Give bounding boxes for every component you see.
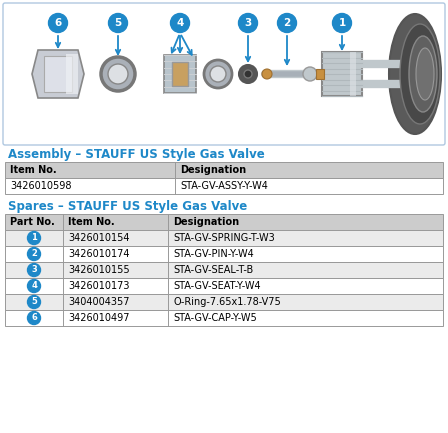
Text: Part No.: Part No.	[10, 217, 55, 227]
Text: STA-GV-PIN-Y-W4: STA-GV-PIN-Y-W4	[173, 249, 254, 259]
Bar	[5, 262, 443, 278]
Text: STA-GV-SEAT-Y-W4: STA-GV-SEAT-Y-W4	[173, 281, 261, 291]
Ellipse shape	[416, 48, 434, 100]
Bar	[5, 214, 443, 230]
Circle shape	[204, 60, 232, 88]
Circle shape	[108, 13, 128, 32]
Bar	[5, 278, 443, 294]
Text: 3: 3	[31, 265, 37, 275]
Circle shape	[27, 295, 40, 308]
Text: 3426010598: 3426010598	[10, 181, 72, 191]
Text: 5: 5	[31, 297, 37, 307]
Text: 3404004357: 3404004357	[68, 297, 129, 307]
Circle shape	[27, 264, 40, 277]
Polygon shape	[44, 56, 72, 92]
Text: 2: 2	[284, 18, 291, 28]
Circle shape	[27, 232, 40, 245]
Text: 3426010173: 3426010173	[68, 281, 129, 291]
Circle shape	[244, 70, 252, 78]
Circle shape	[48, 13, 68, 32]
Circle shape	[101, 57, 135, 91]
Circle shape	[277, 13, 297, 32]
FancyBboxPatch shape	[316, 69, 324, 79]
Text: 2: 2	[31, 249, 37, 259]
Circle shape	[108, 64, 128, 84]
Bar	[5, 310, 443, 326]
Text: 1: 1	[31, 233, 37, 242]
Polygon shape	[66, 54, 78, 94]
Text: 5: 5	[114, 18, 121, 28]
Bar	[5, 230, 443, 246]
FancyBboxPatch shape	[322, 52, 362, 96]
Bar	[5, 162, 443, 178]
Circle shape	[210, 66, 226, 82]
Text: 3426010154: 3426010154	[68, 233, 129, 243]
Text: Designation: Designation	[173, 217, 239, 227]
Text: 1: 1	[338, 18, 345, 28]
Text: 6: 6	[31, 313, 37, 323]
Circle shape	[332, 13, 352, 32]
Text: 6: 6	[54, 18, 62, 28]
Circle shape	[27, 311, 40, 324]
Text: 3426010497: 3426010497	[68, 313, 129, 323]
Text: 3426010174: 3426010174	[68, 249, 129, 259]
Text: Designation: Designation	[180, 165, 246, 175]
Text: STA-GV-SEAL-T-B: STA-GV-SEAL-T-B	[173, 265, 253, 275]
Ellipse shape	[409, 36, 437, 112]
Text: Item No.: Item No.	[68, 217, 115, 227]
Text: 3: 3	[244, 18, 252, 28]
Ellipse shape	[389, 14, 441, 134]
Circle shape	[27, 279, 40, 293]
Polygon shape	[32, 50, 84, 98]
Text: O-Ring-7.65x1.78-V75: O-Ring-7.65x1.78-V75	[173, 297, 281, 307]
FancyBboxPatch shape	[350, 52, 356, 96]
Text: Spares – STAUFF US Style Gas Valve: Spares – STAUFF US Style Gas Valve	[8, 200, 247, 213]
Ellipse shape	[400, 24, 440, 124]
FancyBboxPatch shape	[3, 3, 445, 145]
Text: 4: 4	[31, 281, 37, 291]
Text: Assembly – STAUFF US Style Gas Valve: Assembly – STAUFF US Style Gas Valve	[8, 148, 265, 161]
Circle shape	[262, 69, 272, 79]
Circle shape	[239, 65, 257, 83]
Bar	[5, 294, 443, 310]
Text: 4: 4	[177, 18, 184, 28]
Circle shape	[171, 13, 190, 32]
FancyBboxPatch shape	[172, 62, 188, 86]
FancyBboxPatch shape	[164, 55, 196, 93]
Bar	[5, 246, 443, 262]
Text: Item No.: Item No.	[10, 165, 56, 175]
Bar	[5, 178, 443, 194]
Text: STA-GV-SPRING-T-W3: STA-GV-SPRING-T-W3	[173, 233, 275, 243]
Text: STA-GV-CAP-Y-W5: STA-GV-CAP-Y-W5	[173, 313, 257, 323]
Circle shape	[27, 248, 40, 261]
Circle shape	[303, 67, 317, 81]
Text: STA-GV-ASSY-Y-W4: STA-GV-ASSY-Y-W4	[180, 181, 268, 191]
Text: 3426010155: 3426010155	[68, 265, 129, 275]
Circle shape	[238, 13, 258, 32]
